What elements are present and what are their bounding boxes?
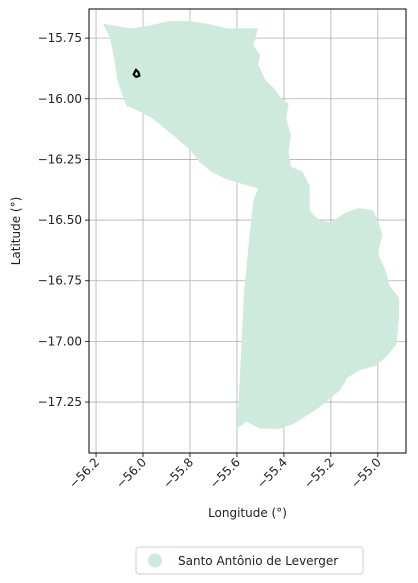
y-tick-label: −15.75 (38, 31, 82, 45)
y-tick-label: −16.25 (38, 152, 82, 166)
legend: Santo Antônio de Leverger (136, 547, 363, 574)
x-axis-title: Longitude (°) (208, 506, 287, 520)
x-tick-label: −56.2 (66, 455, 102, 491)
x-tick-label: −55.0 (348, 455, 384, 491)
y-tick-label: −16.75 (38, 274, 82, 288)
y-axis-title: Latitude (°) (9, 197, 23, 266)
x-tick-label: −55.8 (160, 455, 196, 491)
y-tick-label: −16.00 (38, 92, 82, 106)
x-tick-label: −55.2 (301, 455, 337, 491)
region-layer (103, 21, 399, 429)
legend-label-santo-antonio: Santo Antônio de Leverger (178, 554, 338, 568)
y-axis-ticks: −15.75 −16.00 −16.25 −16.50 −16.75 −17.00 −17.… (38, 31, 89, 409)
x-tick-label: −55.4 (254, 455, 290, 491)
y-tick-label: −17.00 (38, 334, 82, 348)
x-tick-label: −56.0 (113, 455, 149, 491)
y-tick-label: −16.50 (38, 213, 82, 227)
region-santo-antonio-de-leverger[interactable] (103, 21, 399, 429)
legend-swatch-santo-antonio (148, 554, 162, 568)
x-axis-ticks: −56.2 −56.0 −55.8 −55.6 −55.4 −55.2 −55.0 (66, 453, 384, 491)
y-tick-label: −17.25 (38, 395, 82, 409)
x-tick-label: −55.6 (207, 455, 243, 491)
